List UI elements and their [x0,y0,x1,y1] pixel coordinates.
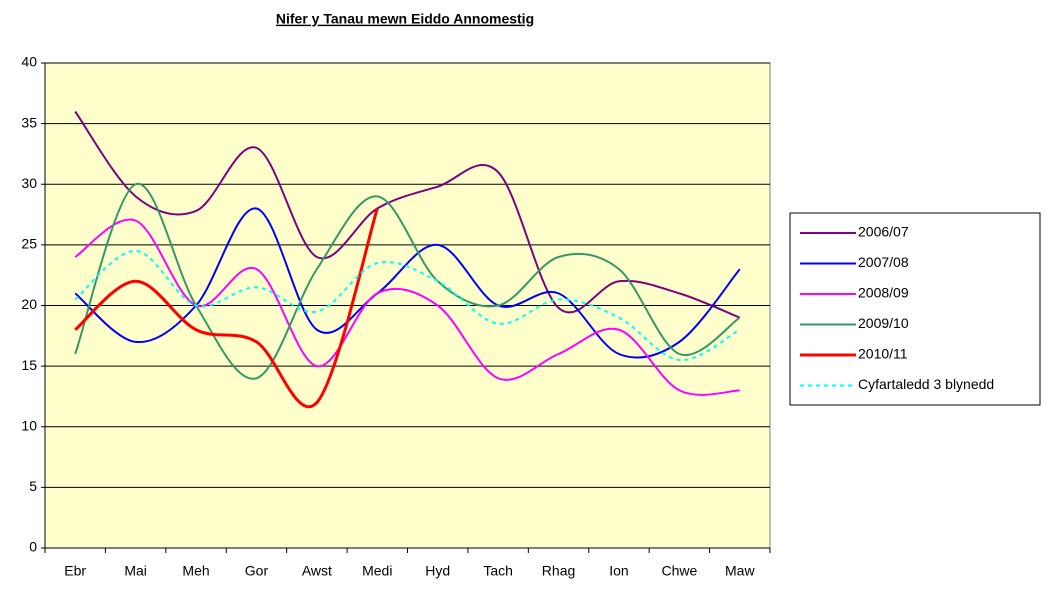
x-tick-label: Mai [124,563,147,579]
legend-label: 2008/09 [858,285,909,301]
y-tick-label: 0 [29,539,37,555]
x-tick-label: Gor [245,563,269,579]
x-tick-label: Medi [362,563,392,579]
series-line [74,110,741,319]
x-tick-label: Ion [609,563,628,579]
chart-title: Nifer y Tanau mewn Eiddo Annomestig [276,11,534,27]
y-tick-label: 40 [21,54,37,70]
x-tick-label: Meh [182,563,209,579]
series-line [74,208,379,409]
y-tick-label: 15 [21,357,37,373]
legend-label: 2007/08 [858,254,909,270]
legend-label: Cyfartaledd 3 blynedd [858,376,994,392]
x-tick-label: Awst [302,563,332,579]
x-tick-label: Ebr [64,563,86,579]
series-line [74,183,741,380]
x-tick-label: Rhag [542,563,575,579]
series-line [74,249,741,362]
legend-label: 2009/10 [858,315,909,331]
y-tick-label: 30 [21,175,37,191]
y-tick-label: 10 [21,417,37,433]
y-tick-label: 5 [29,478,37,494]
x-tick-label: Chwe [661,563,697,579]
y-tick-label: 35 [21,114,37,130]
y-tick-label: 25 [21,236,37,252]
legend-box [789,212,1041,406]
x-tick-label: Maw [725,563,755,579]
y-tick-label: 20 [21,296,37,312]
series-line [74,218,740,396]
x-tick-label: Hyd [425,563,450,579]
legend-label: 2006/07 [858,224,909,240]
x-tick-label: Tach [483,563,513,579]
legend-label: 2010/11 [858,346,908,362]
